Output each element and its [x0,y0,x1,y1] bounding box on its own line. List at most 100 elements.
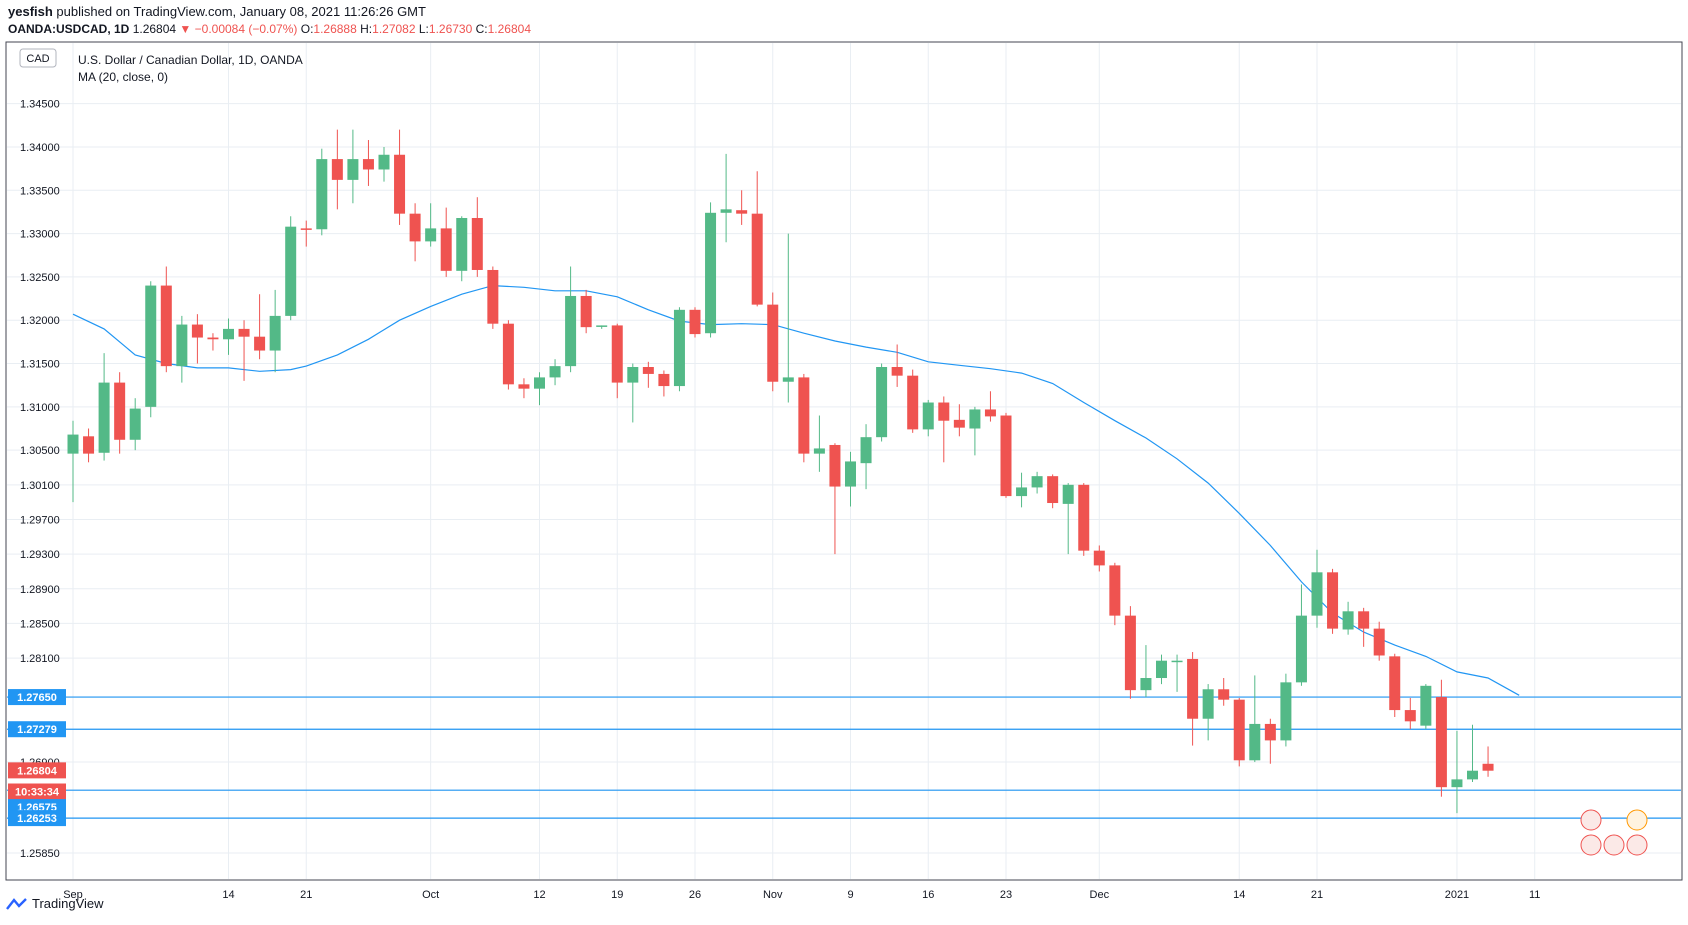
x-tick-label: Nov [763,889,783,901]
price-label-box [8,689,66,706]
price-label-box [8,721,66,738]
candle-body [316,159,328,230]
candle-body [580,295,592,328]
close-label: C: [475,22,488,36]
ca-flag-icon[interactable] [1626,834,1648,856]
footer: TradingView [6,896,104,911]
candle-body [673,309,685,387]
x-tick-label: 11 [1529,889,1540,901]
candle-body [409,213,421,242]
x-tick-label: 2021 [1445,889,1469,901]
candle-body [938,402,950,421]
x-tick-label: 16 [922,889,934,901]
x-tick-label: 14 [222,889,234,901]
x-tick-label: 26 [689,889,701,901]
candle-body [953,419,965,428]
ca-flag-icon[interactable] [1580,809,1602,831]
brand-name: TradingView [32,896,104,911]
tradingview-logo-icon [6,897,27,910]
candle-body [1467,770,1478,780]
candle-body [1342,611,1354,630]
candle-body [1358,611,1370,629]
y-tick-label: 1.33500 [20,185,60,197]
currency-badge[interactable] [19,48,57,68]
candle-body [922,402,934,430]
candle-body [1435,697,1447,788]
candle-body [129,408,141,440]
chart-frame [5,41,1683,881]
candle-body [1000,415,1012,497]
candle-body [394,154,406,214]
candle-body [300,228,312,230]
last-price: 1.26804 [132,22,177,36]
candle-body [502,323,514,385]
candle-body [1171,660,1183,663]
candle-body [596,325,608,327]
candle-body [627,367,639,383]
candle-body [969,409,981,429]
candle-body [67,434,79,454]
candle-body [845,461,856,487]
candle-body [1140,678,1152,691]
candle-body [285,226,297,316]
y-tick-label: 1.29700 [20,514,60,526]
candle-body [518,384,530,389]
high-label: H: [360,22,373,36]
y-tick-label: 1.32000 [20,315,60,327]
candle-body [362,159,374,170]
candle-body [1109,565,1121,616]
y-tick-label: 1.34000 [20,142,60,154]
ca-flag-icon[interactable] [1626,809,1648,831]
countdown-label: 10:33:34 [15,787,60,799]
candle-body [1156,660,1167,679]
candle-body [829,444,841,487]
candle-body [1264,723,1276,741]
candle-body [425,228,437,242]
candle-body [83,436,95,454]
us-flag-icon[interactable] [1603,834,1625,856]
low-value: 1.26730 [428,22,473,36]
x-axis-ticks: Sep 14 21 Oct 12 19 26 Nov 9 16 23 Dec 14 21 2021 11 [63,889,1540,901]
price-change: ▼ −0.00084 (−0.07%) [179,22,298,36]
y-tick-label: 1.25850 [20,848,60,860]
candle-body [782,377,794,382]
y-axis-ticks: 1.34500 1.34000 1.33500 1.33000 1.32500 1.320… [20,99,60,860]
candle-body [611,325,623,383]
candle-body [565,295,577,367]
candle-body [705,212,717,334]
candle-body [98,382,110,453]
y-tick-label: 1.30500 [20,445,60,457]
legend: CAD U.S. Dollar / Canadian Dollar, 1D, O… [19,48,303,84]
horizontal-lines[interactable] [7,696,1681,819]
candles [67,129,1494,814]
candle-body [1218,689,1230,700]
candle-body [145,285,157,407]
candle-body [1124,615,1136,691]
candle-body [1016,487,1028,497]
price-label: 1.26804 [17,765,58,777]
y-tick-label: 1.28100 [20,653,60,665]
us-flag-icon[interactable] [1580,834,1602,856]
x-tick-label: 19 [611,889,623,901]
candle-body [1327,572,1339,629]
candle-body [767,304,779,382]
published-text: published on TradingView.com, January 08… [52,4,426,19]
x-tick-label: 21 [300,889,312,901]
candle-body [1404,710,1416,722]
y-tick-label: 1.32500 [20,272,60,284]
y-tick-label: 1.29300 [20,549,60,561]
candle-body [191,324,203,338]
y-tick-label: 1.33000 [20,229,60,241]
candle-body [1233,699,1245,761]
candle-body [876,367,888,438]
symbol-label: OANDA:USDCAD, 1D [8,22,130,36]
y-tick-label: 1.28500 [20,618,60,630]
candle-body [1078,484,1090,551]
event-markers[interactable] [1580,809,1648,856]
candle-body [1062,484,1074,504]
ohlc-header: OANDA:USDCAD, 1D 1.26804 ▼ −0.00084 (−0.… [8,22,531,36]
candle-body [1420,685,1432,726]
candle-body [440,228,452,271]
price-label: 1.27279 [17,724,57,736]
